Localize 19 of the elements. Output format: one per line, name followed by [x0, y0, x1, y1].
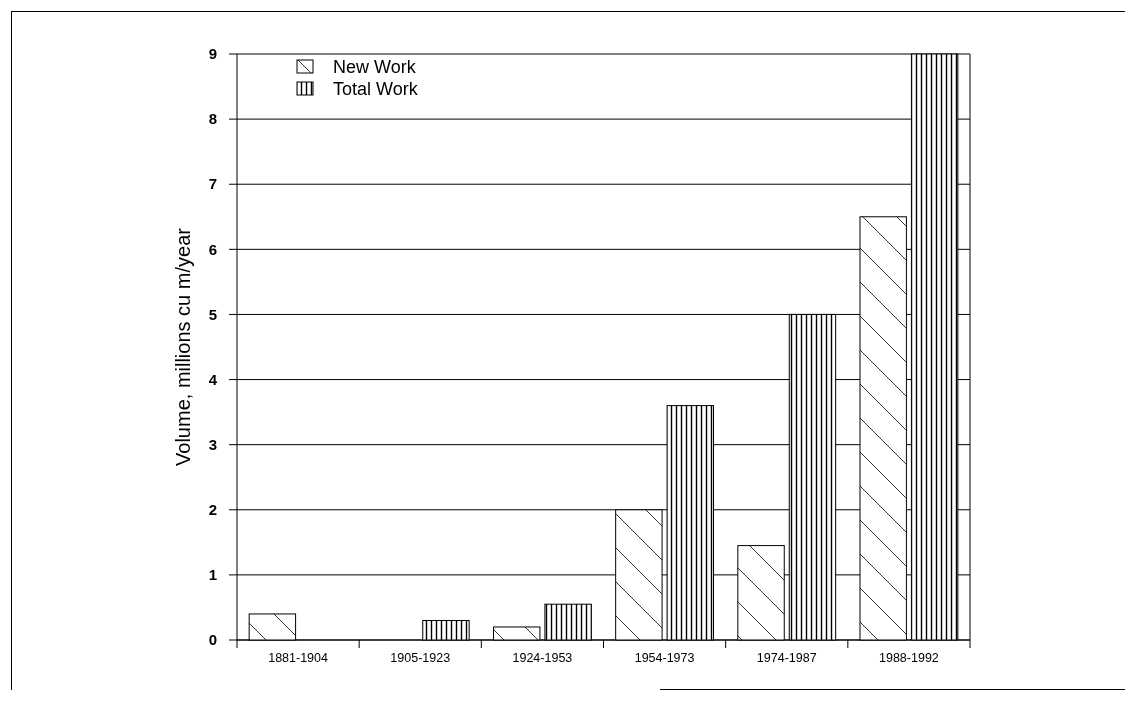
y-tick-label: 4 [208, 370, 218, 388]
y-tick-label: 3 [208, 435, 217, 453]
x-tick-label: 1924-1953 [512, 651, 573, 665]
y-tick-label: 0 [208, 631, 217, 649]
y-tick-label: 8 [208, 110, 217, 128]
x-tick-label: 1988-1992 [879, 651, 939, 665]
y-tick-label: 7 [208, 175, 217, 193]
x-tick-label: 1881-1904 [268, 651, 329, 665]
y-tick-label: 2 [208, 501, 217, 519]
y-tick-label: 6 [208, 240, 217, 258]
y-tick-label: 1 [208, 566, 217, 584]
legend-label: New Work [333, 57, 417, 78]
y-axis-title: Volume, millions cu m/year [172, 227, 194, 466]
legend-label: Total Work [333, 79, 419, 100]
y-tick-label: 5 [208, 305, 217, 323]
y-tick-label: 9 [208, 45, 217, 63]
x-tick-label: 1954-1973 [634, 651, 695, 665]
x-tick-label: 1974-1987 [756, 651, 817, 665]
x-tick-label: 1905-1923 [390, 651, 451, 665]
